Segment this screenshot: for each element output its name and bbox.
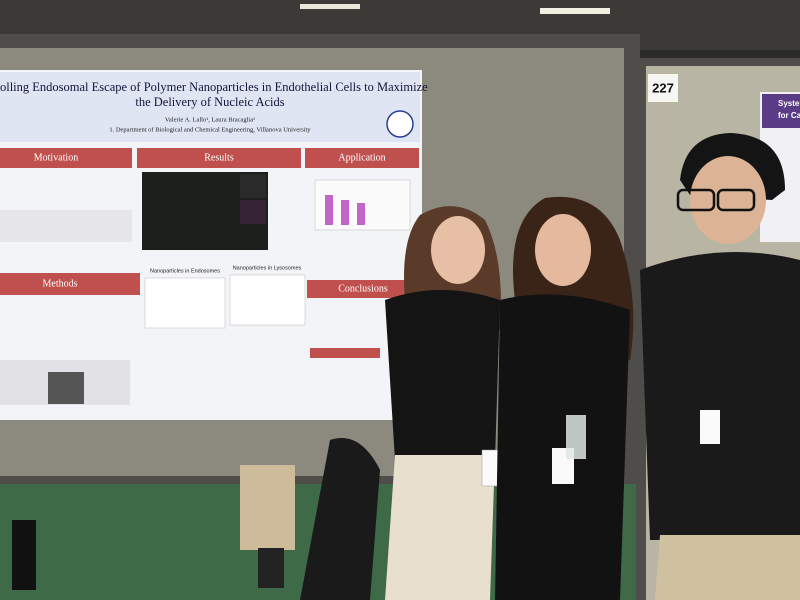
neighbor-poster-header — [762, 94, 800, 128]
section-title: Methods — [43, 278, 78, 289]
bystander-legs — [240, 465, 295, 550]
poster-title: the Delivery of Nucleic Acids — [135, 95, 284, 109]
plot-figure — [229, 274, 306, 326]
face — [690, 156, 766, 244]
ceiling-light — [540, 8, 610, 14]
ceiling-light — [300, 4, 360, 9]
university-logo — [386, 110, 414, 138]
trousers — [655, 535, 800, 600]
figure-caption: Nanoparticles in Lysosomes — [233, 265, 302, 271]
shirt — [640, 252, 800, 540]
microscopy-panel — [240, 174, 266, 198]
dress — [495, 294, 630, 600]
section-header — [0, 148, 132, 168]
glasses — [716, 188, 756, 212]
glasses — [676, 188, 716, 212]
figure-bar — [357, 203, 365, 225]
board-number: 227 — [652, 80, 674, 95]
poster-authors: Valerie A. Lallo¹, Laura Bracaglia¹ — [165, 116, 255, 123]
name-badge — [700, 410, 720, 444]
boot — [12, 520, 36, 590]
figure-bar — [325, 195, 333, 225]
section-header — [307, 280, 419, 298]
section-title: Conclusions — [338, 283, 388, 294]
neighbor-title: for Canc — [778, 111, 800, 120]
bag — [300, 438, 380, 600]
references-header — [310, 348, 380, 358]
methods-figure-panel — [48, 372, 84, 404]
poster-title: trolling Endosomal Escape of Polymer Nan… — [0, 80, 428, 94]
section-header — [0, 273, 140, 295]
schematic — [0, 210, 132, 242]
plot-figure — [144, 277, 226, 329]
face — [535, 214, 591, 286]
section-title: Application — [338, 152, 385, 163]
section-header — [137, 148, 301, 168]
board-number-card — [648, 74, 678, 102]
poster-affiliation: 1. Department of Biological and Chemical… — [109, 126, 311, 133]
poster-title-band — [0, 72, 420, 142]
section-title: Results — [204, 152, 234, 163]
figure-bar — [341, 200, 349, 225]
section-header — [305, 148, 419, 168]
face — [431, 216, 485, 284]
neighbor-title: Systemi — [778, 99, 800, 108]
trousers — [385, 455, 495, 600]
section-title: Motivation — [34, 152, 78, 163]
microscopy-panel — [240, 200, 266, 224]
top — [385, 290, 500, 460]
shoe — [258, 548, 284, 588]
plastic-cup — [566, 415, 586, 459]
figure-caption: Nanoparticles in Endosomes — [150, 268, 220, 274]
